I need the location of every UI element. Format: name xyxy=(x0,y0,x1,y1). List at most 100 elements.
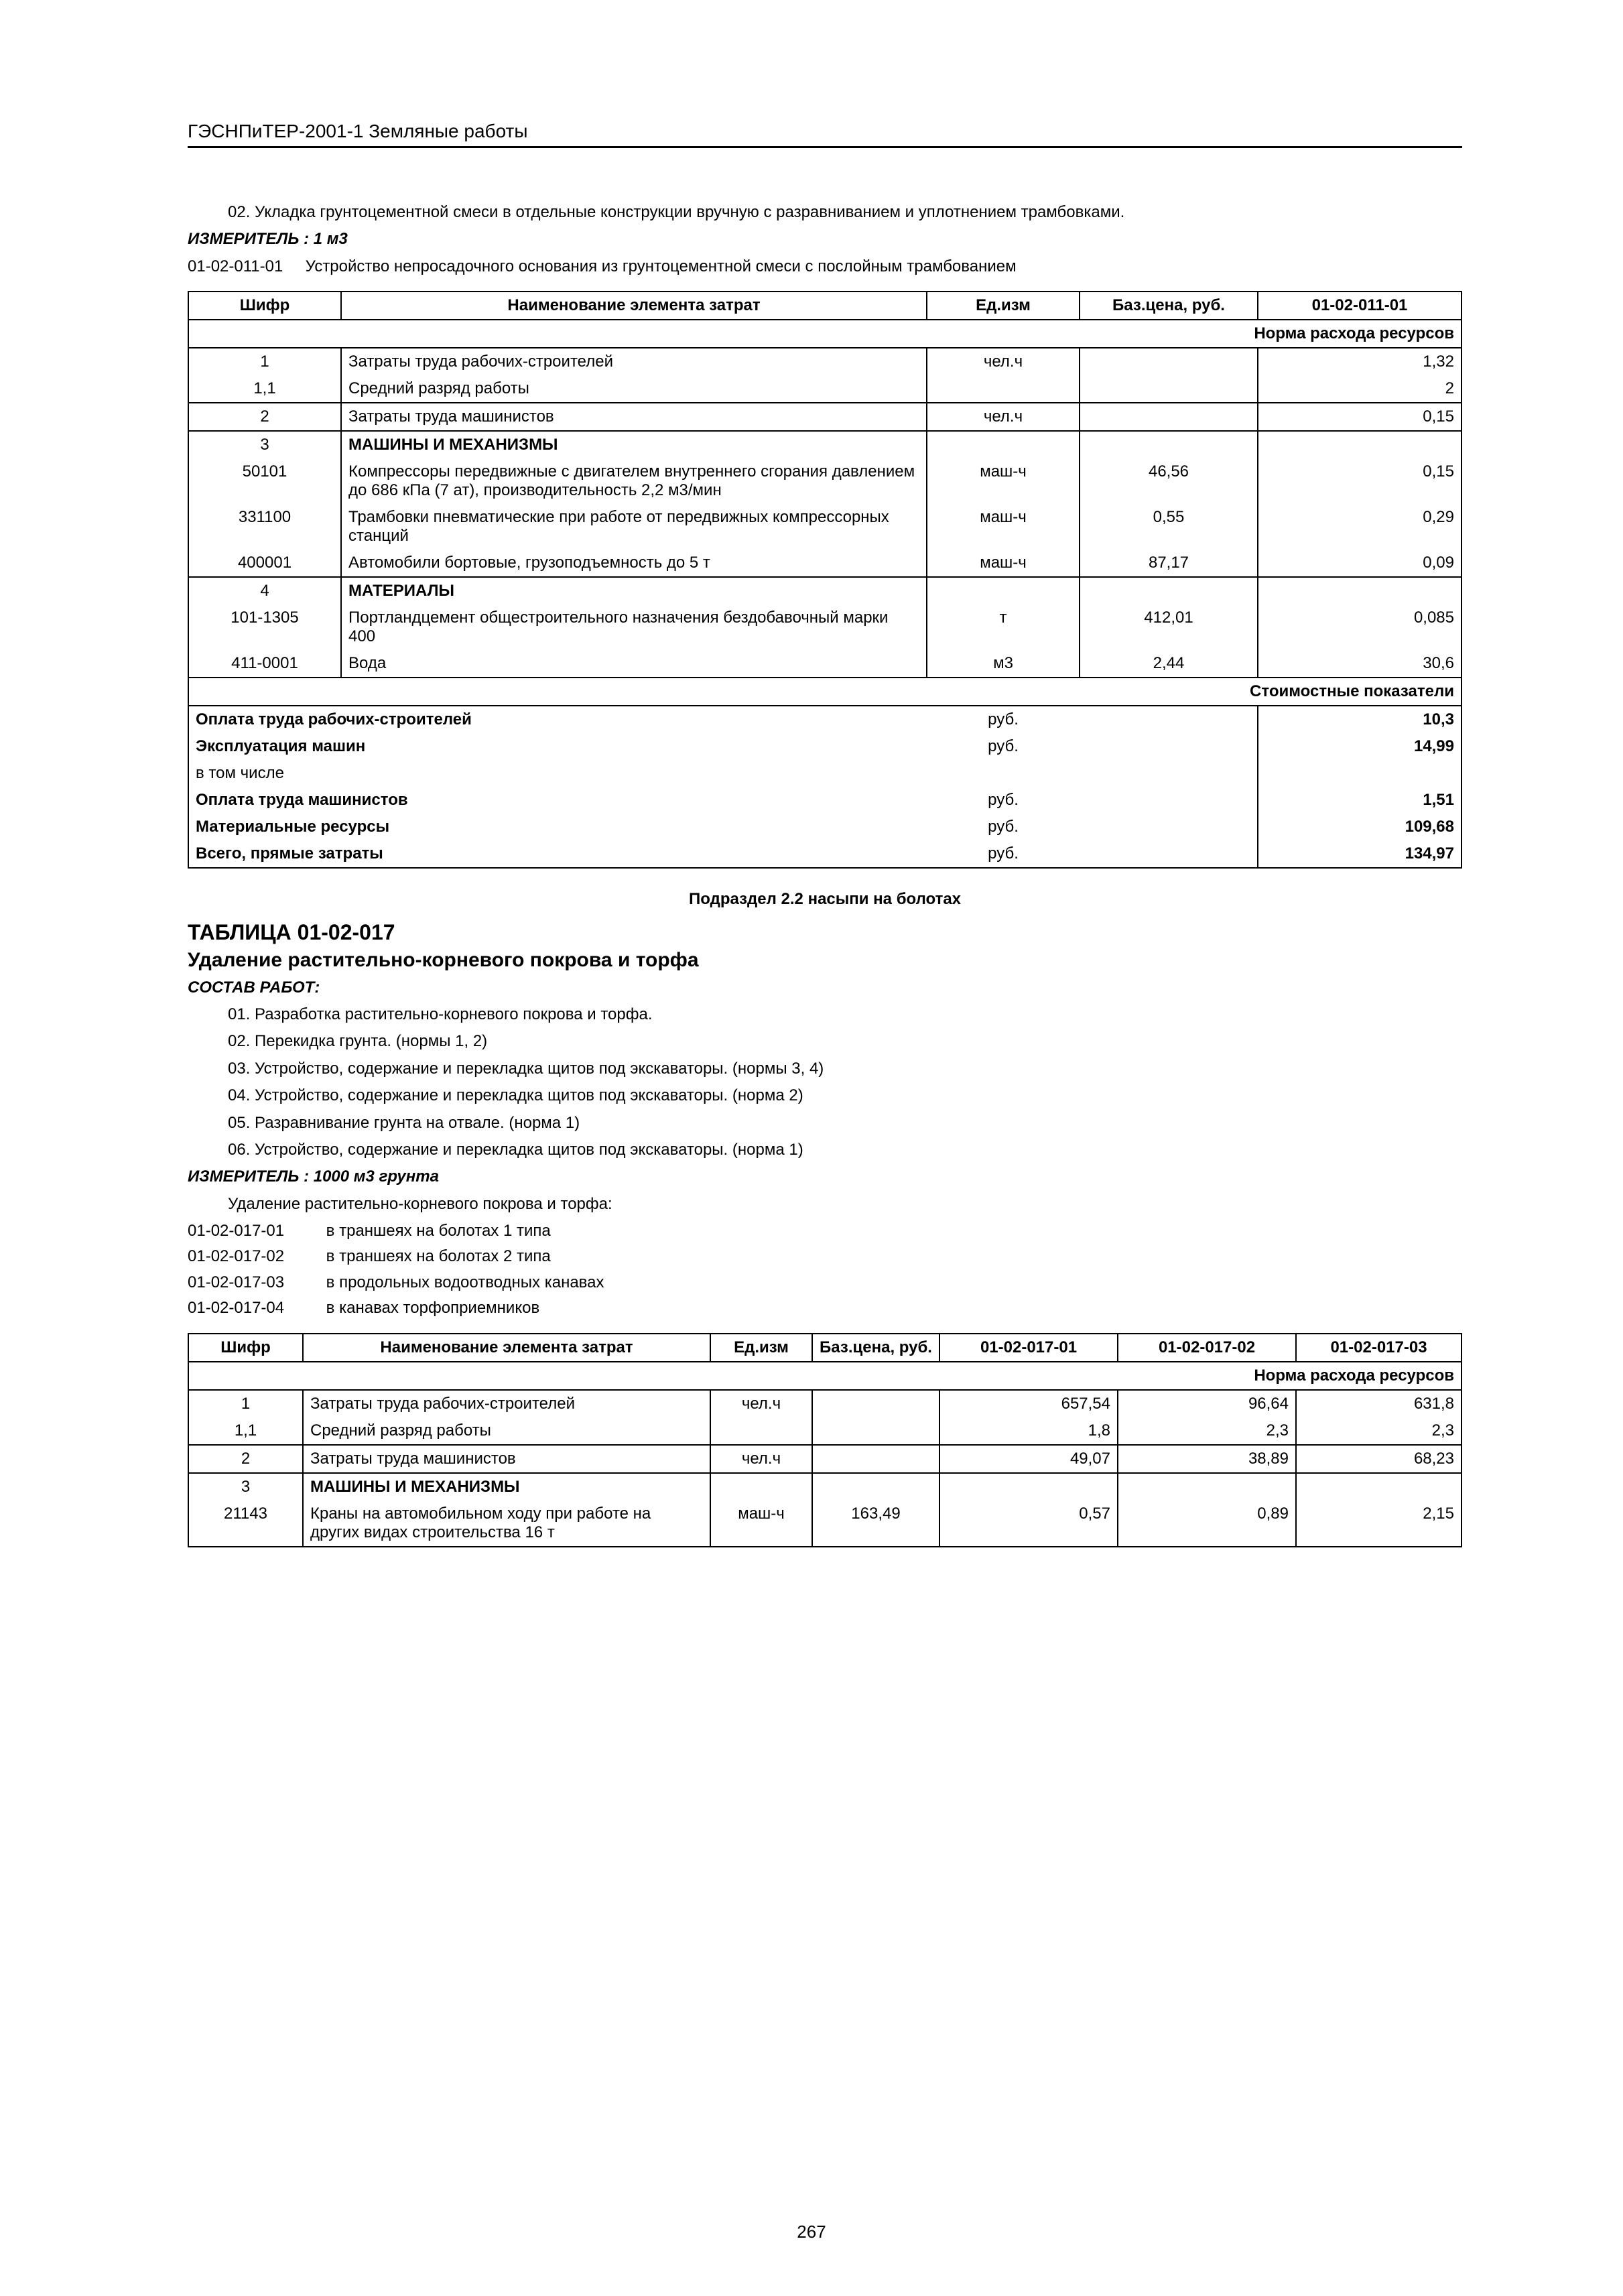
work-item: 06. Устройство, содержание и перекладка … xyxy=(228,1139,1462,1161)
cost-value: 109,68 xyxy=(1258,814,1462,840)
cost-value xyxy=(1258,760,1462,787)
cell-shifr: 400001 xyxy=(188,550,341,577)
work-item: 03. Устройство, содержание и перекладка … xyxy=(228,1058,1462,1080)
table-header: Ед.изм xyxy=(927,292,1080,320)
cell-name: Затраты труда машинистов xyxy=(303,1445,710,1473)
cell-name: Краны на автомобильном ходу при работе н… xyxy=(303,1501,710,1547)
cell-price: 163,49 xyxy=(812,1501,939,1547)
cell-v3: 631,8 xyxy=(1296,1390,1462,1417)
cost-label: в том числе xyxy=(188,760,927,787)
cost-unit: руб. xyxy=(927,706,1080,733)
cell-unit: маш-ч xyxy=(710,1501,812,1547)
cell-name: МАТЕРИАЛЫ xyxy=(341,577,927,604)
cell-unit: т xyxy=(927,604,1080,650)
cost-header: Стоимостные показатели xyxy=(188,678,1462,706)
measure-value: 1 м3 xyxy=(314,230,348,248)
cell-unit: чел.ч xyxy=(710,1445,812,1473)
measure-value-2: 1000 м3 грунта xyxy=(314,1167,439,1186)
cell-name: Компрессоры передвижные с двигателем вну… xyxy=(341,458,927,504)
cell-shifr: 4 xyxy=(188,577,341,604)
cell-unit: чел.ч xyxy=(927,348,1080,375)
code-item: 01-02-017-04 в канавах торфоприемников xyxy=(188,1297,1462,1319)
table-header: Наименование элемента затрат xyxy=(341,292,927,320)
cell-name: Затраты труда рабочих-строителей xyxy=(341,348,927,375)
cell-v2: 38,89 xyxy=(1118,1445,1296,1473)
cell-price: 0,55 xyxy=(1080,504,1258,550)
sostav-label: СОСТАВ РАБОТ: xyxy=(188,977,1462,999)
table-01-02-017: ШифрНаименование элемента затратЕд.измБа… xyxy=(188,1333,1462,1547)
cell-price xyxy=(812,1390,939,1417)
cost-unit xyxy=(927,760,1080,787)
cell-shifr: 1 xyxy=(188,1390,303,1417)
cell-v1: 0,57 xyxy=(939,1501,1118,1547)
cell-shifr: 411-0001 xyxy=(188,650,341,678)
cell-price: 2,44 xyxy=(1080,650,1258,678)
cost-empty xyxy=(1080,760,1258,787)
code-item: 01-02-017-01 в траншеях на болотах 1 тип… xyxy=(188,1220,1462,1242)
cell-price xyxy=(812,1473,939,1501)
table-header: Ед.изм xyxy=(710,1334,812,1362)
cell-v2: 2,3 xyxy=(1118,1417,1296,1445)
cell-norm: 0,15 xyxy=(1258,403,1462,431)
table-header: 01-02-017-01 xyxy=(939,1334,1118,1362)
cell-name: Портландцемент общестроительного назначе… xyxy=(341,604,927,650)
table-header: Баз.цена, руб. xyxy=(1080,292,1258,320)
code-item: 01-02-017-02 в траншеях на болотах 2 тип… xyxy=(188,1246,1462,1267)
cell-unit xyxy=(710,1417,812,1445)
cost-empty xyxy=(1080,787,1258,814)
page-header: ГЭСНПиТЕР-2001-1 Земляные работы xyxy=(188,121,1462,148)
table-header: Наименование элемента затрат xyxy=(303,1334,710,1362)
table-header: 01-02-017-02 xyxy=(1118,1334,1296,1362)
cell-norm: 2 xyxy=(1258,375,1462,403)
cell-shifr: 1,1 xyxy=(188,375,341,403)
table-01-02-011: ШифрНаименование элемента затратЕд.измБа… xyxy=(188,291,1462,869)
table-header: Баз.цена, руб. xyxy=(812,1334,939,1362)
cell-name: Вода xyxy=(341,650,927,678)
cost-unit: руб. xyxy=(927,814,1080,840)
cell-unit xyxy=(927,431,1080,458)
cell-unit xyxy=(710,1473,812,1501)
cell-unit xyxy=(927,577,1080,604)
cell-name: МАШИНЫ И МЕХАНИЗМЫ xyxy=(341,431,927,458)
cell-v2 xyxy=(1118,1473,1296,1501)
cell-price: 87,17 xyxy=(1080,550,1258,577)
subsection-22: Подраздел 2.2 насыпи на болотах xyxy=(188,889,1462,910)
work-item: 05. Разравнивание грунта на отвале. (нор… xyxy=(228,1112,1462,1134)
code-item: 01-02-017-03 в продольных водоотводных к… xyxy=(188,1272,1462,1293)
code-011-desc: Устройство непросадочного основания из г… xyxy=(306,257,1017,275)
cell-shifr: 1,1 xyxy=(188,1417,303,1445)
cell-v3: 68,23 xyxy=(1296,1445,1462,1473)
table-number: ТАБЛИЦА 01-02-017 xyxy=(188,920,1462,945)
cell-price: 46,56 xyxy=(1080,458,1258,504)
table-header: Шифр xyxy=(188,292,341,320)
cost-value: 10,3 xyxy=(1258,706,1462,733)
cell-shifr: 2 xyxy=(188,1445,303,1473)
cell-shifr: 50101 xyxy=(188,458,341,504)
cell-price xyxy=(1080,403,1258,431)
cell-price xyxy=(812,1445,939,1473)
cell-price xyxy=(812,1417,939,1445)
cost-unit: руб. xyxy=(927,840,1080,868)
cost-empty xyxy=(1080,706,1258,733)
cell-v1 xyxy=(939,1473,1118,1501)
cost-label: Материальные ресурсы xyxy=(188,814,927,840)
cost-value: 1,51 xyxy=(1258,787,1462,814)
measure-label-2: ИЗМЕРИТЕЛЬ : xyxy=(188,1167,309,1186)
cell-v1: 657,54 xyxy=(939,1390,1118,1417)
cell-shifr: 3 xyxy=(188,431,341,458)
cell-unit: чел.ч xyxy=(927,403,1080,431)
cell-name: Средний разряд работы xyxy=(341,375,927,403)
lead-text: Удаление растительно-корневого покрова и… xyxy=(228,1194,1462,1215)
table-header: 01-02-017-03 xyxy=(1296,1334,1462,1362)
cell-name: Средний разряд работы xyxy=(303,1417,710,1445)
cell-unit: м3 xyxy=(927,650,1080,678)
cell-norm: 30,6 xyxy=(1258,650,1462,678)
cell-price xyxy=(1080,577,1258,604)
cell-v2: 96,64 xyxy=(1118,1390,1296,1417)
code-011: 01-02-011-01 xyxy=(188,257,283,275)
cell-unit: маш-ч xyxy=(927,458,1080,504)
cell-shifr: 21143 xyxy=(188,1501,303,1547)
cost-unit: руб. xyxy=(927,733,1080,760)
cost-unit: руб. xyxy=(927,787,1080,814)
cost-label: Эксплуатация машин xyxy=(188,733,927,760)
